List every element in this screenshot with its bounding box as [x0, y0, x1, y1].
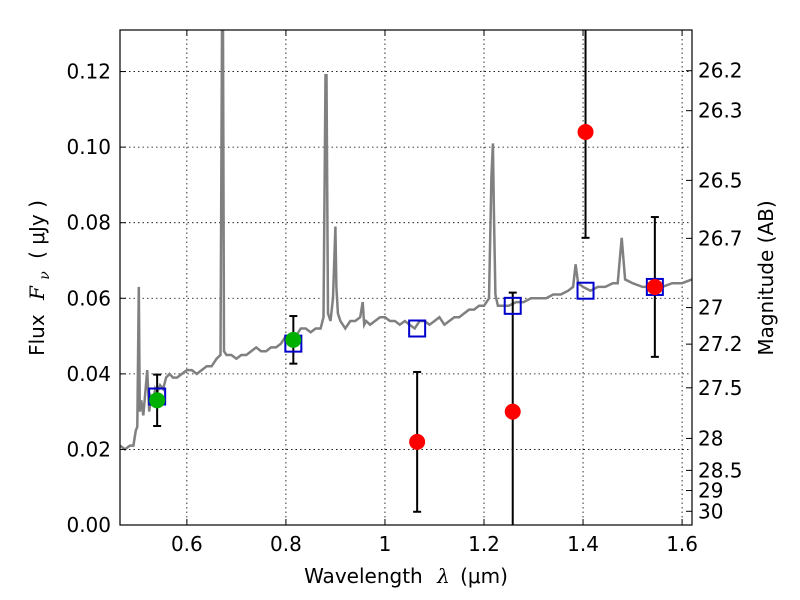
magnitude-tick-label: 27: [698, 296, 723, 320]
red-data-point: [646, 278, 663, 295]
red-data-point: [577, 124, 594, 141]
magnitude-tick-label: 26.3: [698, 99, 743, 123]
y-axis-label: Flux F ν ( μJy ): [25, 200, 54, 356]
model-square-marker: [408, 319, 427, 338]
magnitude-tick-label: 26.5: [698, 168, 743, 192]
magnitude-tick-label: 27.2: [698, 332, 743, 356]
x-tick-label: 0.6: [171, 532, 203, 556]
y-tick-label: 0.06: [66, 286, 111, 310]
magnitude-tick-label: 27.5: [698, 376, 743, 400]
grid: [120, 30, 692, 525]
spectrum-line: [120, 30, 692, 451]
y-tick-label: 0.00: [66, 513, 111, 537]
x-tick-label: 1.2: [468, 532, 500, 556]
red-data-point: [409, 433, 426, 450]
model-square-marker: [576, 281, 595, 300]
model-square-marker: [503, 296, 522, 315]
plot-background: [120, 30, 692, 525]
x-tick-label: 1: [379, 532, 392, 556]
y-tick-label: 0.04: [66, 362, 111, 386]
green-data-point: [285, 331, 302, 348]
red-data-point: [504, 403, 521, 420]
y-tick-label: 0.08: [66, 211, 111, 235]
spectrum: [120, 30, 692, 451]
y-tick-label: 0.02: [66, 437, 111, 461]
x-tick-label: 0.8: [270, 532, 302, 556]
ticks: 0.6 0.8 1 1.2 1.4 1.6 0.00 0.02 0.04 0.06 0.08 0.10…: [66, 30, 743, 556]
y-tick-label: 0.12: [66, 60, 111, 84]
magnitude-tick-label: 28.5: [698, 458, 743, 482]
markers: [148, 124, 664, 450]
x-axis-label: Wavelength λ (μm): [304, 564, 508, 588]
magnitude-tick-label: 26.2: [698, 59, 743, 83]
magnitude-tick-label: 26.7: [698, 226, 743, 250]
x-tick-label: 1.4: [567, 532, 599, 556]
plot-frame: [119, 29, 693, 526]
magnitude-tick-label: 30: [698, 499, 723, 523]
magnitude-axis-label: Magnitude (AB): [754, 200, 778, 355]
magnitude-tick-label: 28: [698, 426, 723, 450]
green-data-point: [149, 392, 166, 409]
x-tick-label: 1.6: [666, 532, 698, 556]
y-tick-label: 0.10: [66, 135, 111, 159]
magnitude-tick-label: 29: [698, 479, 723, 503]
